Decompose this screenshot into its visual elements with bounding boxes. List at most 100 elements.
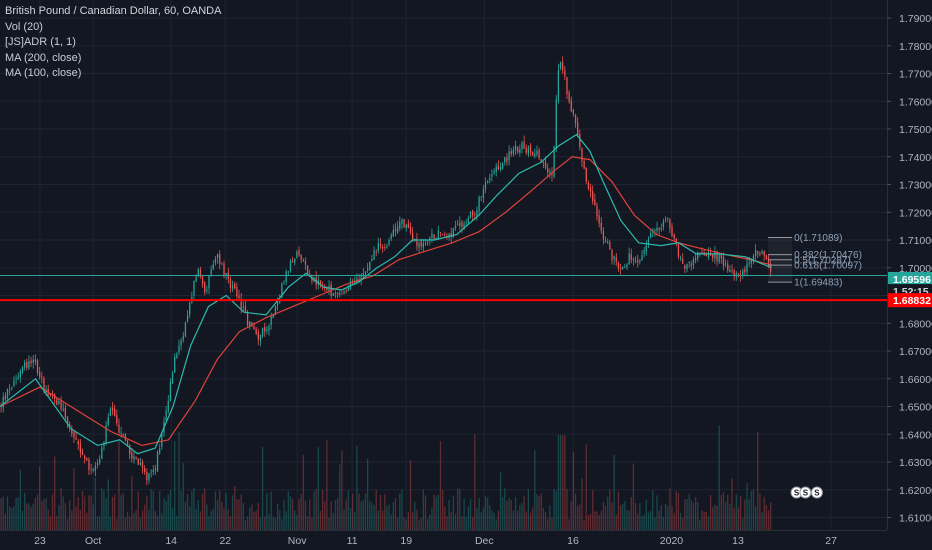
- volume-bar: [517, 510, 519, 530]
- volume-bar: [231, 495, 234, 530]
- indicator-volume[interactable]: Vol (20): [5, 20, 43, 33]
- candle-body: [36, 360, 39, 374]
- candle-body: [480, 196, 482, 198]
- candle-body: [765, 255, 767, 259]
- candle-body: [694, 258, 697, 260]
- volume-bar: [56, 516, 58, 530]
- candle-body: [253, 325, 255, 329]
- volume-bar: [159, 491, 161, 530]
- volume-bar: [424, 495, 427, 530]
- volume-bar: [339, 464, 341, 530]
- candle-body: [120, 432, 122, 434]
- volume-bar: [570, 500, 572, 530]
- volume-bar: [360, 501, 362, 530]
- candle-body: [450, 232, 452, 237]
- volume-bar: [652, 490, 654, 530]
- indicator-ma100[interactable]: MA (100, close): [5, 67, 82, 79]
- candle-body: [45, 389, 47, 391]
- volume-bar: [296, 515, 298, 530]
- volume-bar: [722, 492, 725, 530]
- volume-bar: [626, 510, 628, 530]
- candle-body: [637, 260, 639, 263]
- volume-bar: [261, 447, 264, 530]
- fibonacci-retracement[interactable]: 0(1.71089) 0.382(1.70476)0.5(1.70287)0.61…: [768, 233, 862, 289]
- candle-body: [208, 275, 210, 289]
- volume-bar: [345, 499, 347, 530]
- candle-body: [521, 142, 523, 150]
- volume-bar: [150, 489, 152, 530]
- volume-bar: [193, 488, 195, 530]
- volume-bar: [58, 504, 60, 530]
- candle-body: [529, 145, 532, 152]
- candle-body: [641, 254, 643, 261]
- price-tick-label: 1.61000: [899, 513, 932, 525]
- candles: [0, 56, 772, 486]
- candle-body: [13, 380, 15, 386]
- volume-bar: [705, 511, 707, 530]
- volume-bar: [521, 502, 523, 530]
- volume-bar: [21, 511, 24, 530]
- fib-level-label: 0(1.71089): [794, 233, 842, 244]
- volume-bar: [690, 500, 692, 530]
- volume-bar: [497, 510, 500, 530]
- volume-bar: [41, 501, 43, 530]
- price-tick-label: 1.70000: [899, 263, 932, 275]
- volume-bar: [414, 501, 416, 530]
- price-tick-label: 1.67000: [899, 346, 932, 358]
- volume-bar: [133, 513, 135, 530]
- event-badge-label: S: [814, 489, 820, 498]
- volume-bar: [210, 510, 212, 530]
- horizontal-lines[interactable]: [0, 275, 887, 302]
- volume-bar: [467, 506, 470, 530]
- candle-body: [675, 238, 677, 243]
- volume-bar: [761, 512, 763, 530]
- candle-body: [598, 215, 600, 224]
- volume-bar: [442, 490, 444, 530]
- volume-bar: [328, 517, 330, 530]
- candle-body: [133, 455, 135, 460]
- indicator-ma200[interactable]: MA (200, close): [5, 51, 82, 64]
- volume-bar: [446, 516, 448, 530]
- time-tick-label: 2020: [660, 535, 684, 547]
- volume-bar: [720, 495, 722, 530]
- volume-bar: [568, 519, 570, 530]
- price-tick-label: 1.66000: [899, 374, 932, 386]
- candle-body: [716, 251, 718, 261]
- candle-body: [592, 191, 594, 202]
- volume-bar: [529, 512, 532, 530]
- candle-body: [375, 251, 377, 253]
- price-tick-label: 1.71000: [899, 235, 932, 247]
- volume-bar: [697, 502, 699, 530]
- candle-body: [525, 148, 527, 153]
- volume-bar: [90, 495, 92, 530]
- volume-bar: [34, 497, 37, 530]
- volume-bar: [390, 514, 392, 530]
- volume-bar: [484, 496, 487, 530]
- volume-bar: [671, 505, 673, 530]
- volume-bar: [754, 506, 757, 530]
- volume-bar: [69, 499, 71, 530]
- volume-bar: [324, 501, 326, 530]
- volume-bar: [319, 511, 322, 530]
- volume-bar: [409, 460, 412, 530]
- symbol-title[interactable]: British Pound / Canadian Dollar, 60, OAN…: [5, 5, 222, 17]
- candle-body: [574, 114, 577, 123]
- candle-body: [229, 279, 232, 288]
- candle-body: [532, 152, 534, 156]
- candle-body: [519, 149, 521, 153]
- indicator-adr[interactable]: [JS]ADR (1, 1): [5, 36, 76, 48]
- candle-body: [433, 234, 435, 240]
- volume-bar: [99, 516, 101, 530]
- volume-bar: [692, 502, 695, 530]
- candle-body: [165, 410, 167, 421]
- volume-bar: [206, 504, 208, 530]
- candle-body: [43, 377, 45, 391]
- volume-bar: [388, 504, 390, 530]
- time-axis[interactable]: 23 Oct 14 22 Nov 11 19 Dec 16 2020 13 27: [0, 530, 932, 550]
- candle-body: [506, 157, 508, 162]
- candle-body: [304, 261, 307, 265]
- candle-body: [707, 252, 710, 258]
- candle-body: [454, 225, 457, 229]
